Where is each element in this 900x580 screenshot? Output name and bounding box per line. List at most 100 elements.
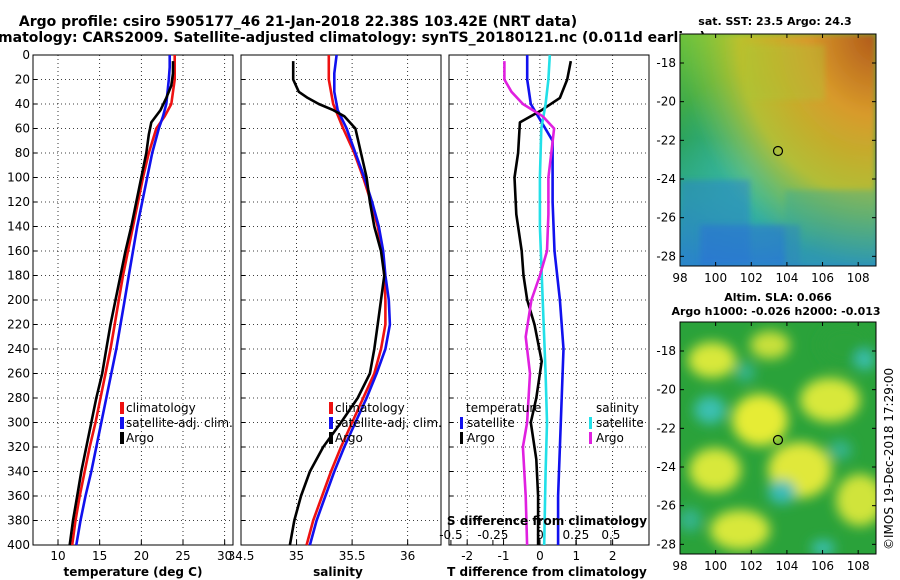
map-y-tick-label: -18 <box>656 344 676 358</box>
series-line-salinity-satellite <box>538 54 552 546</box>
map-x-tick-label: 104 <box>775 271 798 285</box>
map-y-tick-label: -22 <box>656 133 676 147</box>
y-tick-label: 280 <box>7 391 30 405</box>
x-tick-label: 35 <box>289 549 304 563</box>
x2-tick-label: 0 <box>536 528 544 542</box>
legend-label-sal-argo: Argo <box>596 431 624 445</box>
footer-stamp: ©IMOS 19-Dec-2018 17:29:00 <box>882 368 896 550</box>
legend-heading-salinity: salinity <box>596 401 639 415</box>
map-x-tick-label: 104 <box>775 559 798 573</box>
difference-salinity-legend: salinity satellite Argo <box>589 401 644 445</box>
x-tick-label: 2 <box>609 549 617 563</box>
series-line-argo <box>68 61 175 546</box>
legend-label-satellite-adj: satellite-adj. clim. <box>335 416 442 430</box>
sla-map-image <box>680 322 876 554</box>
figure-title-line1: Argo profile: csiro 5905177_46 21-Jan-20… <box>19 14 577 30</box>
series-line-salinity-argo <box>503 61 556 546</box>
x2-tick-label: 0.25 <box>563 528 590 542</box>
legend-swatch-climatology <box>329 402 333 414</box>
sst-map-title: sat. SST: 23.5 Argo: 24.3 <box>698 15 851 28</box>
x2-tick-label: -0.5 <box>439 528 462 542</box>
salinity-panel: 34.5 35 35.5 36 <box>228 54 442 563</box>
y-tick-label: 0 <box>22 48 30 62</box>
x-tick-label: 15 <box>92 549 107 563</box>
temperature-legend: climatology satellite-adj. clim. Argo <box>120 401 233 445</box>
x2-tick-label: 0.5 <box>601 528 620 542</box>
legend-swatch-sal-satellite <box>589 417 592 429</box>
map-y-tick-label: -22 <box>656 421 676 435</box>
map-x-tick-label: 102 <box>740 559 763 573</box>
x-tick-label: 35.5 <box>339 549 366 563</box>
map-y-tick-label: -26 <box>656 499 676 513</box>
map-y-tick-label: -20 <box>656 383 676 397</box>
y-tick-label: 160 <box>7 244 30 258</box>
legend-heading-temperature: temperature <box>466 401 541 415</box>
x-tick-label: 10 <box>50 549 65 563</box>
figure-title-line2: Climatology: CARS2009. Satellite-adjuste… <box>0 30 706 46</box>
map-x-tick-label: 102 <box>740 271 763 285</box>
sst-map-image <box>680 34 876 266</box>
map-x-tick-label: 100 <box>704 271 727 285</box>
salinity-x-axis-label: salinity <box>313 565 363 579</box>
x-tick-label: 20 <box>134 549 149 563</box>
sla-map-panel: Altim. SLA: 0.066 Argo h1000: -0.026 h20… <box>656 291 880 573</box>
y-tick-label: 200 <box>7 293 30 307</box>
difference-x-axis-label: T difference from climatology <box>447 565 647 579</box>
map-y-tick-label: -26 <box>656 211 676 225</box>
series-line-temperature-satellite <box>525 55 565 545</box>
sla-map-title: Altim. SLA: 0.066 <box>724 291 832 304</box>
sla-argo-position-marker <box>772 434 784 446</box>
series-line-climatology <box>305 55 387 546</box>
legend-swatch-argo <box>329 432 333 444</box>
legend-swatch-satellite-adj <box>120 417 124 429</box>
legend-label-temp-satellite: satellite <box>467 416 515 430</box>
map-y-tick-label: -20 <box>656 95 676 109</box>
legend-swatch-temp-argo <box>460 432 463 444</box>
series-line-argo <box>288 61 386 546</box>
y-tick-label: 20 <box>15 73 30 87</box>
x-tick-label: -1 <box>498 549 510 563</box>
sst-map-axes: 98 100 102 104 106 108 -18 -20 -22 -24 -26 -28 <box>656 34 876 285</box>
map-x-tick-label: 98 <box>672 559 687 573</box>
y-tick-label: 140 <box>7 220 30 234</box>
map-x-tick-label: 98 <box>672 271 687 285</box>
x-tick-label: 1 <box>572 549 580 563</box>
legend-swatch-climatology <box>120 402 124 414</box>
legend-label-argo: Argo <box>335 431 363 445</box>
x2-tick-label: -0.25 <box>477 528 508 542</box>
legend-label-climatology: climatology <box>335 401 405 415</box>
temperature-panel: 10 15 20 25 30020406080100120140160180200220… <box>7 48 234 563</box>
y-tick-label: 100 <box>7 171 30 185</box>
x-tick-label: 34.5 <box>228 549 255 563</box>
y-tick-label: 80 <box>15 146 30 160</box>
difference-temperature-legend: temperature satellite Argo <box>460 401 541 445</box>
difference-panel: -2 -1 0 1 2 -0.5 -0.25 0 0.25 0.5 <box>439 54 650 563</box>
x-tick-label: 36 <box>400 549 415 563</box>
legend-swatch-temp-satellite <box>460 417 463 429</box>
x-tick-label: -2 <box>461 549 473 563</box>
series-line-satellite-adj-clim- <box>75 55 171 546</box>
sla-map-subtitle: Argo h1000: -0.026 h2000: -0.013 <box>671 305 880 318</box>
y-tick-label: 260 <box>7 367 30 381</box>
map-x-tick-label: 106 <box>811 271 834 285</box>
salinity-legend: climatology satellite-adj. clim. Argo <box>329 401 442 445</box>
sst-argo-position-marker <box>772 145 784 157</box>
legend-label-climatology: climatology <box>126 401 196 415</box>
y-tick-label: 400 <box>7 538 30 552</box>
series-line-climatology <box>70 55 176 546</box>
map-y-tick-label: -24 <box>656 460 676 474</box>
y-tick-label: 220 <box>7 318 30 332</box>
y-tick-label: 300 <box>7 416 30 430</box>
legend-label-sal-satellite: satellite <box>596 416 644 430</box>
legend-swatch-argo <box>120 432 124 444</box>
y-tick-label: 360 <box>7 489 30 503</box>
map-x-tick-label: 108 <box>847 271 870 285</box>
y-tick-label: 380 <box>7 514 30 528</box>
map-x-tick-label: 106 <box>811 559 834 573</box>
legend-swatch-satellite-adj <box>329 417 333 429</box>
map-x-tick-label: 108 <box>847 559 870 573</box>
x-tick-label: 0 <box>536 549 544 563</box>
legend-label-argo: Argo <box>126 431 154 445</box>
map-y-tick-label: -18 <box>656 56 676 70</box>
